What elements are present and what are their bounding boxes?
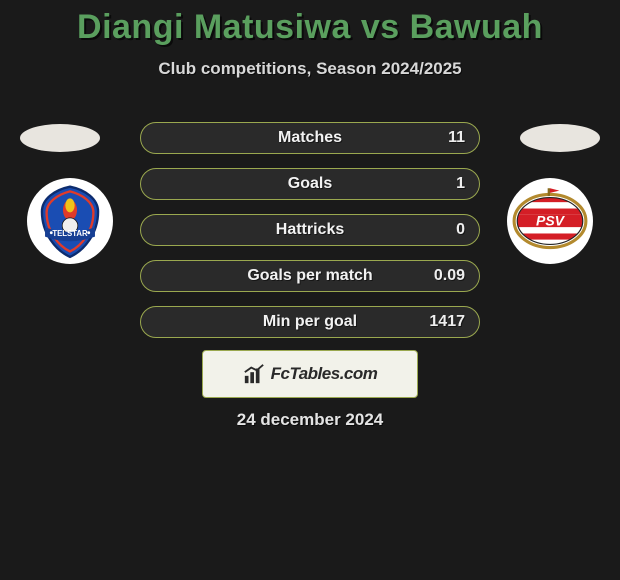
svg-text:TELSTAR: TELSTAR xyxy=(52,229,88,238)
stat-value-right: 0.09 xyxy=(434,267,465,285)
stat-label: Matches xyxy=(278,129,342,147)
date-label: 24 december 2024 xyxy=(237,410,384,430)
stat-value-right: 11 xyxy=(448,129,465,147)
player-photo-right xyxy=(520,124,600,152)
stat-bar: Matches 11 xyxy=(140,122,480,154)
page-subtitle: Club competitions, Season 2024/2025 xyxy=(0,59,620,79)
player-photo-left xyxy=(20,124,100,152)
stat-bar: Goals per match 0.09 xyxy=(140,260,480,292)
stat-value-right: 1 xyxy=(456,175,465,193)
telstar-icon: TELSTAR xyxy=(31,182,109,260)
stat-value-right: 0 xyxy=(456,221,465,239)
svg-text:PSV: PSV xyxy=(536,213,566,229)
psv-icon: PSV xyxy=(511,182,589,260)
stat-bars: Matches 11 Goals 1 Hattricks 0 Goals per match… xyxy=(140,122,480,352)
stat-bar: Goals 1 xyxy=(140,168,480,200)
stat-label: Hattricks xyxy=(276,221,344,239)
stat-label: Goals per match xyxy=(247,267,372,285)
stat-bar: Hattricks 0 xyxy=(140,214,480,246)
page-title: Diangi Matusiwa vs Bawuah xyxy=(0,8,620,47)
fctables-label: FcTables.com xyxy=(271,364,378,384)
stat-label: Min per goal xyxy=(263,313,357,331)
club-logo-left: TELSTAR xyxy=(27,178,113,264)
chart-icon xyxy=(243,363,265,385)
club-logo-right: PSV xyxy=(507,178,593,264)
stat-value-right: 1417 xyxy=(429,313,465,331)
stat-label: Goals xyxy=(288,175,332,193)
stat-bar: Min per goal 1417 xyxy=(140,306,480,338)
fctables-badge: FcTables.com xyxy=(202,350,418,398)
